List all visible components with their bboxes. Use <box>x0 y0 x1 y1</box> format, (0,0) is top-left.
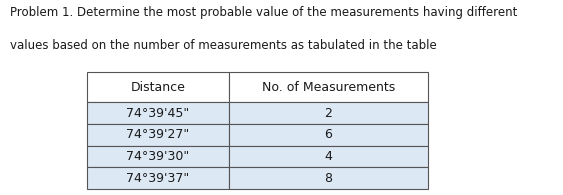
Text: 74°39'30": 74°39'30" <box>126 150 190 163</box>
Text: 74°39'37": 74°39'37" <box>126 172 190 185</box>
Text: 6: 6 <box>324 129 332 141</box>
Bar <box>229 168 428 189</box>
Bar <box>87 124 229 146</box>
Text: values based on the number of measurements as tabulated in the table: values based on the number of measuremen… <box>10 39 437 52</box>
Text: 2: 2 <box>324 107 332 120</box>
Text: 74°39'45": 74°39'45" <box>126 107 190 120</box>
Bar <box>87 72 229 102</box>
Text: 74°39'27": 74°39'27" <box>126 129 190 141</box>
Bar <box>229 124 428 146</box>
Text: Problem 1. Determine the most probable value of the measurements having differen: Problem 1. Determine the most probable v… <box>10 6 517 19</box>
Bar <box>229 72 428 102</box>
Text: No. of Measurements: No. of Measurements <box>262 81 395 94</box>
Text: 8: 8 <box>324 172 332 185</box>
Bar <box>229 146 428 168</box>
Bar <box>87 146 229 168</box>
Bar <box>87 168 229 189</box>
Text: 4: 4 <box>324 150 332 163</box>
Text: Distance: Distance <box>131 81 185 94</box>
Bar <box>87 102 229 124</box>
Bar <box>229 102 428 124</box>
